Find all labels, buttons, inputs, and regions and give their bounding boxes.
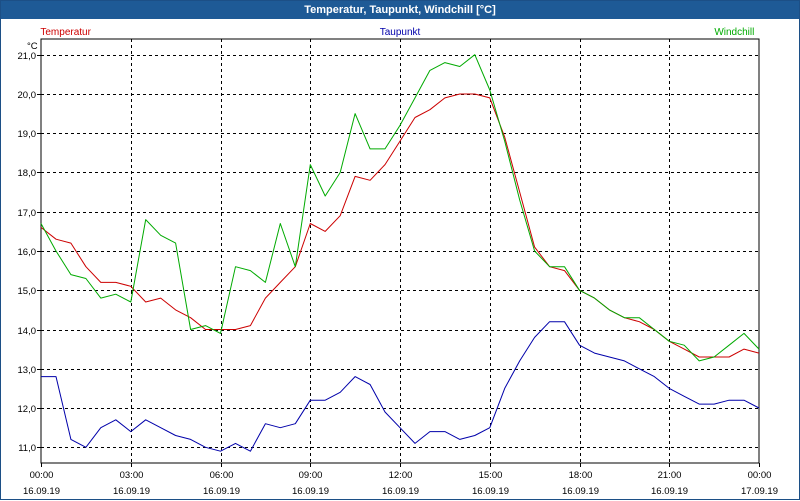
x-tick-time-label: 09:00 — [299, 470, 323, 481]
y-tick-label: 16,0 — [18, 247, 37, 258]
y-tick-label: 14,0 — [18, 326, 37, 337]
x-tick-time-label: 03:00 — [120, 470, 144, 481]
y-tick-label: 15,0 — [18, 286, 37, 297]
x-tick-time-label: 00:00 — [748, 470, 772, 481]
series-line-temperatur — [40, 93, 760, 358]
y-tick-label: 12,0 — [18, 404, 37, 415]
x-tick-date-label: 16.09.19 — [651, 486, 688, 497]
x-tick-date-label: 16.09.19 — [562, 486, 599, 497]
legend-entry-taupunkt: Taupunkt — [380, 27, 421, 38]
x-tick-date-label: 16.09.19 — [472, 486, 509, 497]
x-tick-date-label: 17.09.19 — [741, 486, 778, 497]
legend: Temperatur Taupunkt Windchill — [40, 27, 754, 38]
y-tick-label: 13,0 — [18, 365, 37, 376]
legend-entry-windchill: Windchill — [714, 27, 754, 38]
x-tick-time-label: 21:00 — [658, 470, 682, 481]
x-tick-date-label: 16.09.19 — [292, 486, 329, 497]
y-axis: 11,0 12,0 13,0 14,0 15,0 16,0 17,0 18,0 19,0 20,0… — [18, 51, 41, 454]
x-tick-time-label: 00:00 — [30, 470, 54, 481]
y-tick-label: 20,0 — [18, 90, 37, 101]
x-axis: 00:00 16.09.19 03:00 16.09.19 06:00 16.09.19 0… — [23, 463, 778, 497]
series-lines — [40, 54, 760, 452]
y-tick-label: 17,0 — [18, 208, 37, 219]
y-axis-unit: °C — [27, 41, 38, 52]
x-tick-date-label: 16.09.19 — [203, 486, 240, 497]
x-tick-date-label: 16.09.19 — [23, 486, 60, 497]
y-tick-label: 11,0 — [18, 443, 36, 454]
series-line-taupunkt — [41, 321, 760, 452]
y-tick-label: 21,0 — [18, 51, 37, 62]
x-tick-time-label: 15:00 — [479, 470, 503, 481]
x-tick-time-label: 12:00 — [389, 470, 413, 481]
series-line-windchill — [40, 54, 760, 362]
x-tick-time-label: 18:00 — [569, 470, 593, 481]
y-tick-label: 18,0 — [18, 168, 37, 179]
legend-entry-temperatur: Temperatur — [40, 27, 91, 38]
x-tick-date-label: 16.09.19 — [113, 486, 150, 497]
x-tick-date-label: 16.09.19 — [382, 486, 419, 497]
x-tick-time-label: 06:00 — [210, 470, 234, 481]
window-title: Temperatur, Taupunkt, Windchill [°C] — [1, 1, 799, 19]
y-tick-label: 19,0 — [18, 129, 37, 140]
grid — [41, 39, 759, 463]
